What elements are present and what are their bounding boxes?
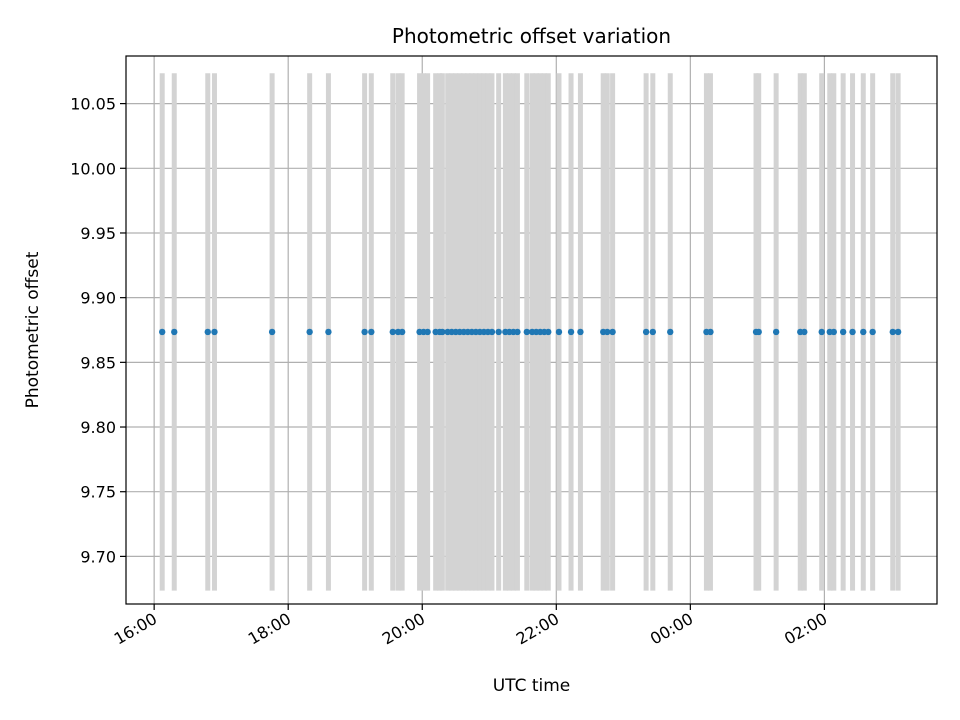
data-point — [325, 328, 332, 336]
data-point — [555, 328, 563, 336]
x-axis-label: UTC time — [493, 676, 571, 696]
y-axis-label: Photometric offset — [23, 251, 43, 408]
y-tick-label: 10.05 — [70, 95, 116, 114]
data-point — [609, 328, 616, 336]
data-point — [523, 328, 531, 336]
data-point — [211, 328, 218, 336]
data-point — [818, 328, 825, 336]
data-point — [649, 328, 657, 336]
data-point — [577, 328, 584, 336]
data-point — [830, 328, 837, 336]
data-point — [839, 328, 847, 336]
data-point — [398, 328, 406, 336]
y-tick-label: 9.70 — [80, 547, 116, 566]
data-point — [642, 328, 650, 336]
data-point — [439, 328, 446, 336]
data-points — [158, 328, 902, 336]
plot-frame — [125, 55, 938, 605]
data-point — [801, 328, 808, 336]
data-point — [707, 328, 714, 336]
data-point — [869, 328, 876, 336]
data-point — [306, 328, 313, 336]
y-tick-label: 9.80 — [80, 418, 116, 437]
data-point — [158, 328, 166, 336]
data-point — [755, 328, 762, 336]
data-point — [361, 328, 368, 336]
data-point — [545, 328, 552, 336]
data-point — [424, 328, 431, 336]
y-tick-label: 9.95 — [80, 224, 116, 243]
data-point — [567, 328, 575, 336]
y-tick-label: 10.00 — [70, 159, 116, 178]
data-point — [894, 328, 902, 336]
data-point — [849, 328, 856, 336]
data-point — [389, 328, 396, 336]
data-point — [488, 328, 496, 336]
y-tick-label: 9.75 — [80, 483, 116, 502]
data-point — [495, 328, 502, 336]
chart-title: Photometric offset variation — [392, 24, 671, 48]
data-point — [204, 328, 211, 336]
y-tick-label: 9.90 — [80, 289, 116, 308]
data-point — [889, 328, 896, 336]
data-point — [268, 328, 276, 336]
y-tick-label: 9.85 — [80, 353, 116, 372]
y-axis: 9.70 9.75 9.80 9.85 9.90 9.95 10.00 10.05 — [70, 95, 126, 566]
data-point — [514, 328, 521, 336]
data-point — [772, 328, 780, 336]
data-point — [171, 328, 178, 336]
data-point — [667, 328, 674, 336]
data-point — [368, 328, 375, 336]
data-point — [860, 328, 867, 336]
data-point — [604, 328, 611, 336]
